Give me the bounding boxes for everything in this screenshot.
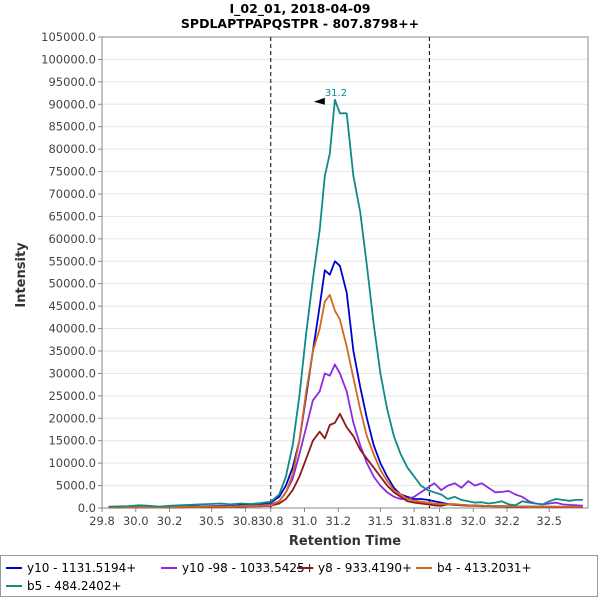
x-tick-label: 30.2 — [157, 514, 183, 528]
legend-item: y10 - 1131.5194+ — [6, 561, 136, 575]
legend-swatch — [161, 567, 177, 569]
series-line — [108, 98, 583, 508]
y-tick-label: 25000.0 — [48, 389, 96, 403]
chart-title-line2: SPDLAPTPAPQSTPR - 807.8798++ — [181, 16, 419, 31]
y-tick-label: 95000.0 — [48, 75, 96, 89]
chart-title-line1: I_02_01, 2018-04-09 — [230, 1, 371, 17]
peak-label: 31.2 — [325, 88, 347, 99]
legend-swatch — [297, 567, 313, 569]
peak-arrow-icon — [313, 97, 325, 105]
y-tick-label: 5000.0 — [56, 479, 96, 493]
y-tick-label: 90000.0 — [48, 97, 96, 111]
y-tick-label: 15000.0 — [48, 434, 96, 448]
y-axis-label: Intensity — [14, 242, 29, 308]
x-axis-ticks: 29.8 30.0 30.2 30.5 30.8 30.8 31.0 31.2 31.5 31.8… — [89, 508, 562, 528]
y-tick-label: 80000.0 — [48, 142, 96, 156]
y-tick-label: 30000.0 — [48, 366, 96, 380]
x-tick-label: 32.0 — [460, 514, 486, 528]
x-tick-label: 32.2 — [494, 514, 520, 528]
y-tick-label: 70000.0 — [48, 187, 96, 201]
y-tick-label: 40000.0 — [48, 322, 96, 336]
x-tick-label: 32.5 — [536, 514, 562, 528]
y-tick-label: 85000.0 — [48, 120, 96, 134]
y-tick-label: 50000.0 — [48, 277, 96, 291]
y-tick-label: 105000.0 — [41, 30, 96, 44]
integration-boundaries — [270, 37, 430, 508]
y-tick-label: 35000.0 — [48, 344, 96, 358]
y-tick-label: 55000.0 — [48, 254, 96, 268]
y-tick-label: 45000.0 — [48, 299, 96, 313]
chromatogram-chart: I_02_01, 2018-04-09 SPDLAPTPAPQSTPR - 80… — [14, 1, 589, 549]
legend-item: y10 -98 - 1033.5425+ — [161, 561, 315, 575]
x-tick-label: 31.0 — [292, 514, 318, 528]
series-line — [108, 260, 583, 509]
legend-label: y8 - 933.4190+ — [318, 561, 413, 575]
x-tick-label: 31.8 — [427, 514, 453, 528]
x-tick-label: 29.8 — [89, 514, 115, 528]
x-tick-label: 30.0 — [123, 514, 149, 528]
y-tick-label: 0.0 — [78, 501, 96, 515]
legend-item: b5 - 484.2402+ — [6, 579, 122, 593]
legend: y10 - 1131.5194+ y10 -98 - 1033.5425+ y8… — [0, 555, 598, 597]
x-tick-label: 30.5 — [199, 514, 225, 528]
x-tick-label: 31.5 — [368, 514, 394, 528]
series-line — [108, 293, 583, 509]
legend-label: b5 - 484.2402+ — [27, 579, 122, 593]
legend-label: b4 - 413.2031+ — [437, 561, 532, 575]
legend-item: y8 - 933.4190+ — [297, 561, 412, 575]
legend-label: y10 - 1131.5194+ — [27, 561, 137, 575]
y-tick-label: 10000.0 — [48, 456, 96, 470]
x-tick-label: 30.8 — [233, 514, 259, 528]
legend-label: y10 -98 - 1033.5425+ — [182, 561, 315, 575]
y-tick-label: 60000.0 — [48, 232, 96, 246]
x-axis-label: Retention Time — [289, 534, 401, 549]
legend-swatch — [6, 585, 22, 587]
legend-swatch — [416, 567, 432, 569]
grid — [102, 36, 588, 509]
series-lines — [108, 98, 583, 509]
y-tick-label: 65000.0 — [48, 209, 96, 223]
x-tick-label: 31.8 — [401, 514, 427, 528]
x-tick-label: 30.8 — [258, 514, 284, 528]
legend-swatch — [6, 567, 22, 569]
plot-area — [101, 36, 589, 509]
x-tick-label: 31.2 — [325, 514, 351, 528]
legend-item: b4 - 413.2031+ — [416, 561, 532, 575]
y-tick-label: 100000.0 — [41, 52, 96, 66]
peak-annotation: 31.2 — [313, 88, 347, 105]
y-axis-ticks: 0.0 5000.0 10000.0 15000.0 20000.0 25000.0 300… — [41, 30, 102, 515]
y-tick-label: 20000.0 — [48, 411, 96, 425]
y-tick-label: 75000.0 — [48, 165, 96, 179]
